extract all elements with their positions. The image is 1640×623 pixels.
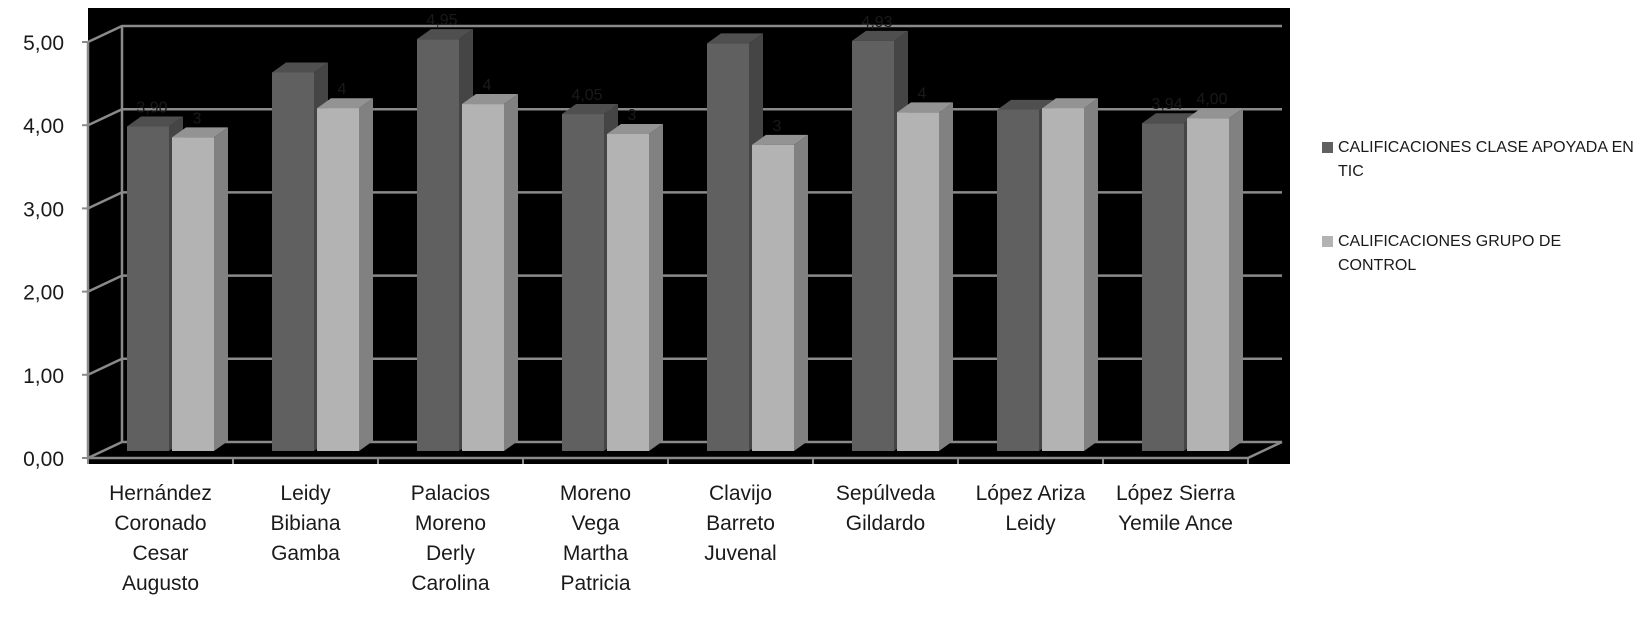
x-tick-label: Palacios Moreno Derly Carolina — [411, 482, 490, 595]
labels: 0,00 1,00 2,00 3,00 4,00 5,00 3,90 3 Hernández Co… — [23, 12, 1235, 595]
x-tick-label: Hernández Coronado Cesar Augusto — [109, 482, 212, 595]
data-label: 4,93 — [861, 14, 892, 31]
x-tick-label: Sepúlveda Gildardo — [836, 482, 936, 535]
data-label: 4 — [483, 77, 492, 94]
data-label: 3,94 — [1151, 96, 1182, 113]
data-label: 3 — [773, 118, 782, 135]
bars — [127, 29, 1243, 452]
legend-label-tic: CALIFICACIONES CLASE APOYADA EN TIC — [1338, 139, 1634, 180]
legend-item-tic: CALIFICACIONES CLASE APOYADA EN TIC — [1322, 136, 1640, 184]
legend-item-control: CALIFICACIONES GRUPO DE CONTROL — [1322, 230, 1640, 278]
data-label: 3 — [628, 107, 637, 124]
bar-control — [897, 102, 953, 451]
data-label: 4,00 — [1196, 91, 1227, 108]
bar-control — [462, 94, 518, 451]
y-tick-label: 1,00 — [23, 365, 64, 388]
data-label: 4,05 — [571, 87, 602, 104]
x-tick-label: López Ariza Leidy — [976, 482, 1086, 535]
legend-swatch-tic — [1322, 142, 1333, 153]
y-tick-label: 4,00 — [23, 115, 64, 138]
x-tick-label: Leidy Bibiana Gamba — [270, 482, 340, 565]
plot-area-background — [88, 8, 1290, 464]
x-tick-label: López Sierra Yemile Ance — [1116, 482, 1235, 535]
legend-label-control: CALIFICACIONES GRUPO DE CONTROL — [1338, 233, 1562, 274]
legend: CALIFICACIONES CLASE APOYADA EN TIC CALI… — [1322, 136, 1640, 324]
data-label: 3,90 — [136, 100, 167, 117]
y-tick-label: 0,00 — [23, 448, 64, 471]
bar-chart: 0,00 1,00 2,00 3,00 4,00 5,00 3,90 3 Hernández Co… — [23, 8, 1290, 595]
data-label: 4,95 — [426, 12, 457, 29]
bar-control — [752, 134, 808, 451]
bar-control — [1042, 98, 1098, 451]
legend-swatch-control — [1322, 236, 1333, 247]
y-tick-label: 5,00 — [23, 32, 64, 55]
data-label: 4 — [338, 81, 347, 98]
data-label: 3 — [193, 110, 202, 127]
x-tick-label: Moreno Vega Martha Patricia — [560, 482, 631, 595]
chart-background — [88, 8, 1290, 464]
x-tick-label: Clavijo Barreto Juvenal — [704, 482, 776, 565]
bar-control — [172, 127, 228, 451]
data-label: 4 — [918, 85, 927, 102]
bar-control — [1187, 108, 1243, 451]
bar-control — [607, 124, 663, 452]
floor-edge — [1247, 440, 1283, 460]
bar-control — [317, 98, 373, 451]
y-tick-label: 2,00 — [23, 282, 64, 305]
y-tick-label: 3,00 — [23, 198, 64, 221]
axes — [82, 41, 1249, 464]
